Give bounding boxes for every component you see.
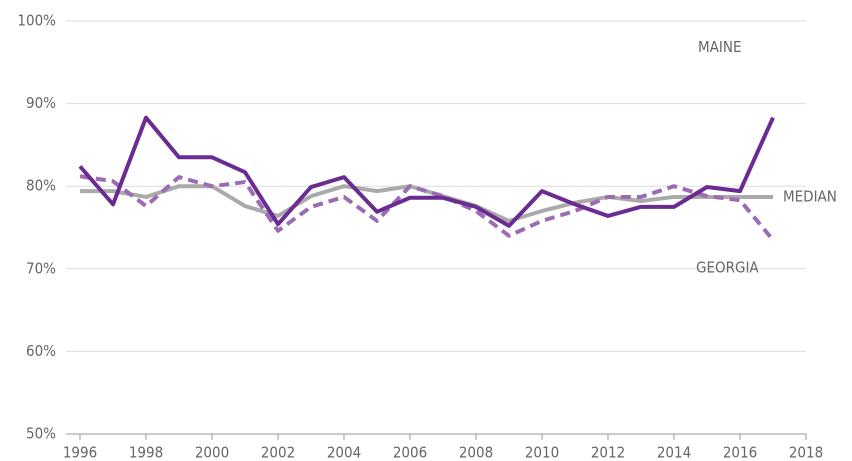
x-tick-label: 2000 <box>195 444 229 461</box>
series-label: MEDIAN <box>783 187 837 205</box>
series-label: MAINE <box>698 38 741 56</box>
x-tick-label: 1996 <box>63 444 97 461</box>
x-tick-label: 2018 <box>789 444 823 461</box>
x-tick-label: 2014 <box>657 444 691 461</box>
series-label: GEORGIA <box>696 258 759 276</box>
series-line <box>78 115 775 228</box>
y-tick-label: 50% <box>26 425 56 443</box>
x-tick-label: 2012 <box>591 444 625 461</box>
series-line <box>79 174 775 242</box>
x-tick-label: 2004 <box>327 444 361 461</box>
series-line <box>80 184 773 223</box>
x-tick-label: 1998 <box>129 444 163 461</box>
x-tick-label: 2006 <box>393 444 427 461</box>
x-tick-label: 2008 <box>459 444 493 461</box>
x-tick-label: 2010 <box>525 444 559 461</box>
y-tick-label: 60% <box>26 342 56 360</box>
y-tick-label: 80% <box>26 177 56 195</box>
y-tick-label: 100% <box>17 12 56 30</box>
y-tick-label: 70% <box>26 259 56 277</box>
x-tick-label: 2002 <box>261 444 295 461</box>
x-tick-label: 2016 <box>723 444 757 461</box>
y-tick-label: 90% <box>26 94 56 112</box>
